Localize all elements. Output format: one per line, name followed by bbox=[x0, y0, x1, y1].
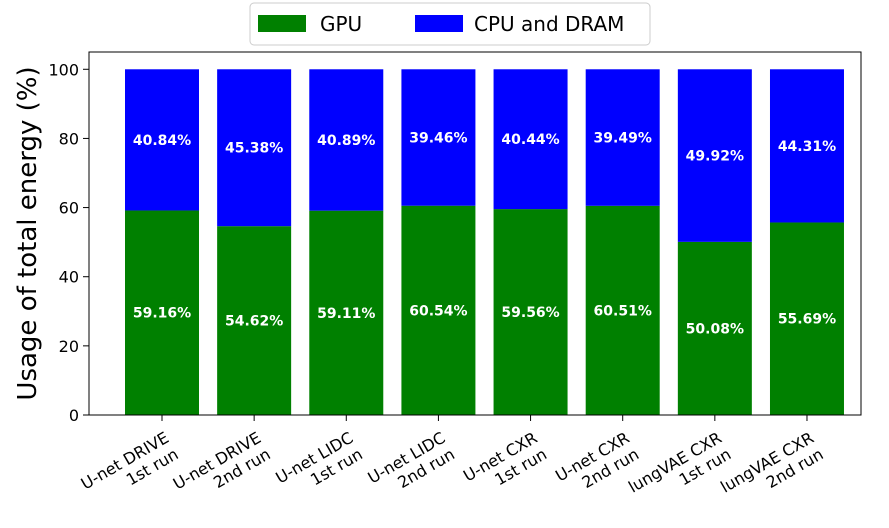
x-tick-label: lungVAE CXR2nd run bbox=[717, 428, 826, 513]
x-tick-label: U-net DRIVE1st run bbox=[78, 428, 182, 510]
gpu-value-label: 60.51% bbox=[594, 303, 652, 319]
gpu-value-label: 55.69% bbox=[778, 312, 836, 328]
cpu-dram-bar bbox=[769, 69, 844, 223]
cpu-dram-value-label: 45.38% bbox=[225, 141, 283, 157]
x-tick-label: lungVAE CXR1st run bbox=[625, 428, 734, 513]
y-tick-label: 40 bbox=[59, 268, 79, 287]
bar-labels: 59.16% 40.84% 54.62% 45.38% 59.11% 40.89% 60.5… bbox=[133, 130, 836, 337]
gpu-bar bbox=[217, 226, 292, 415]
gpu-value-label: 59.16% bbox=[133, 306, 191, 322]
cpu-dram-bar bbox=[401, 69, 476, 206]
y-tick-label: 20 bbox=[59, 337, 79, 356]
x-tick-label: U-net LIDC1st run bbox=[272, 428, 365, 504]
cpu-dram-bar bbox=[217, 69, 292, 227]
cpu-dram-bar bbox=[125, 69, 199, 211]
cpu-dram-bar bbox=[309, 69, 384, 211]
gpu-value-label: 60.54% bbox=[409, 303, 467, 319]
gpu-bar bbox=[125, 210, 199, 415]
bars bbox=[125, 69, 844, 415]
legend-swatch-cpu-dram bbox=[415, 15, 463, 32]
cpu-dram-value-label: 40.84% bbox=[133, 133, 191, 149]
cpu-dram-value-label: 40.89% bbox=[317, 133, 375, 149]
gpu-bar bbox=[677, 241, 752, 415]
plot-frame bbox=[88, 51, 862, 416]
cpu-dram-bar bbox=[585, 69, 660, 206]
legend-swatch-gpu bbox=[258, 15, 306, 32]
legend-label-cpu-dram: CPU and DRAM bbox=[474, 12, 624, 36]
y-axis-label: Usage of total energy (%) bbox=[13, 66, 43, 400]
cpu-dram-bar bbox=[677, 69, 752, 242]
cpu-dram-value-label: 39.46% bbox=[409, 130, 467, 146]
cpu-dram-value-label: 39.49% bbox=[594, 131, 652, 147]
gpu-bar bbox=[401, 205, 476, 415]
gpu-value-label: 59.11% bbox=[317, 306, 375, 322]
gpu-bar bbox=[585, 205, 660, 415]
gpu-bar bbox=[769, 222, 844, 415]
legend-label-gpu: GPU bbox=[320, 12, 362, 36]
cpu-dram-bar bbox=[493, 69, 568, 210]
cpu-dram-value-label: 44.31% bbox=[778, 139, 836, 155]
x-tick-label: U-net DRIVE2nd run bbox=[170, 428, 274, 510]
cpu-dram-value-label: 40.44% bbox=[501, 132, 559, 148]
legend: GPU CPU and DRAM bbox=[249, 2, 651, 46]
gpu-bar bbox=[493, 209, 568, 415]
gpu-value-label: 59.56% bbox=[501, 305, 559, 321]
y-tick-label: 0 bbox=[69, 406, 79, 425]
gpu-value-label: 54.62% bbox=[225, 314, 283, 330]
x-tick-label: U-net CXR1st run bbox=[460, 428, 550, 502]
x-tick-label: U-net CXR2nd run bbox=[552, 428, 642, 502]
gpu-value-label: 50.08% bbox=[686, 321, 744, 337]
x-tick-label: U-net LIDC2nd run bbox=[364, 428, 457, 504]
cpu-dram-value-label: 49.92% bbox=[686, 149, 744, 165]
y-axis: 0 20 40 60 80 100 bbox=[48, 60, 89, 425]
y-tick-label: 80 bbox=[59, 129, 79, 148]
y-tick-label: 100 bbox=[48, 60, 79, 79]
y-tick-label: 60 bbox=[59, 199, 79, 218]
gpu-bar bbox=[309, 210, 384, 415]
